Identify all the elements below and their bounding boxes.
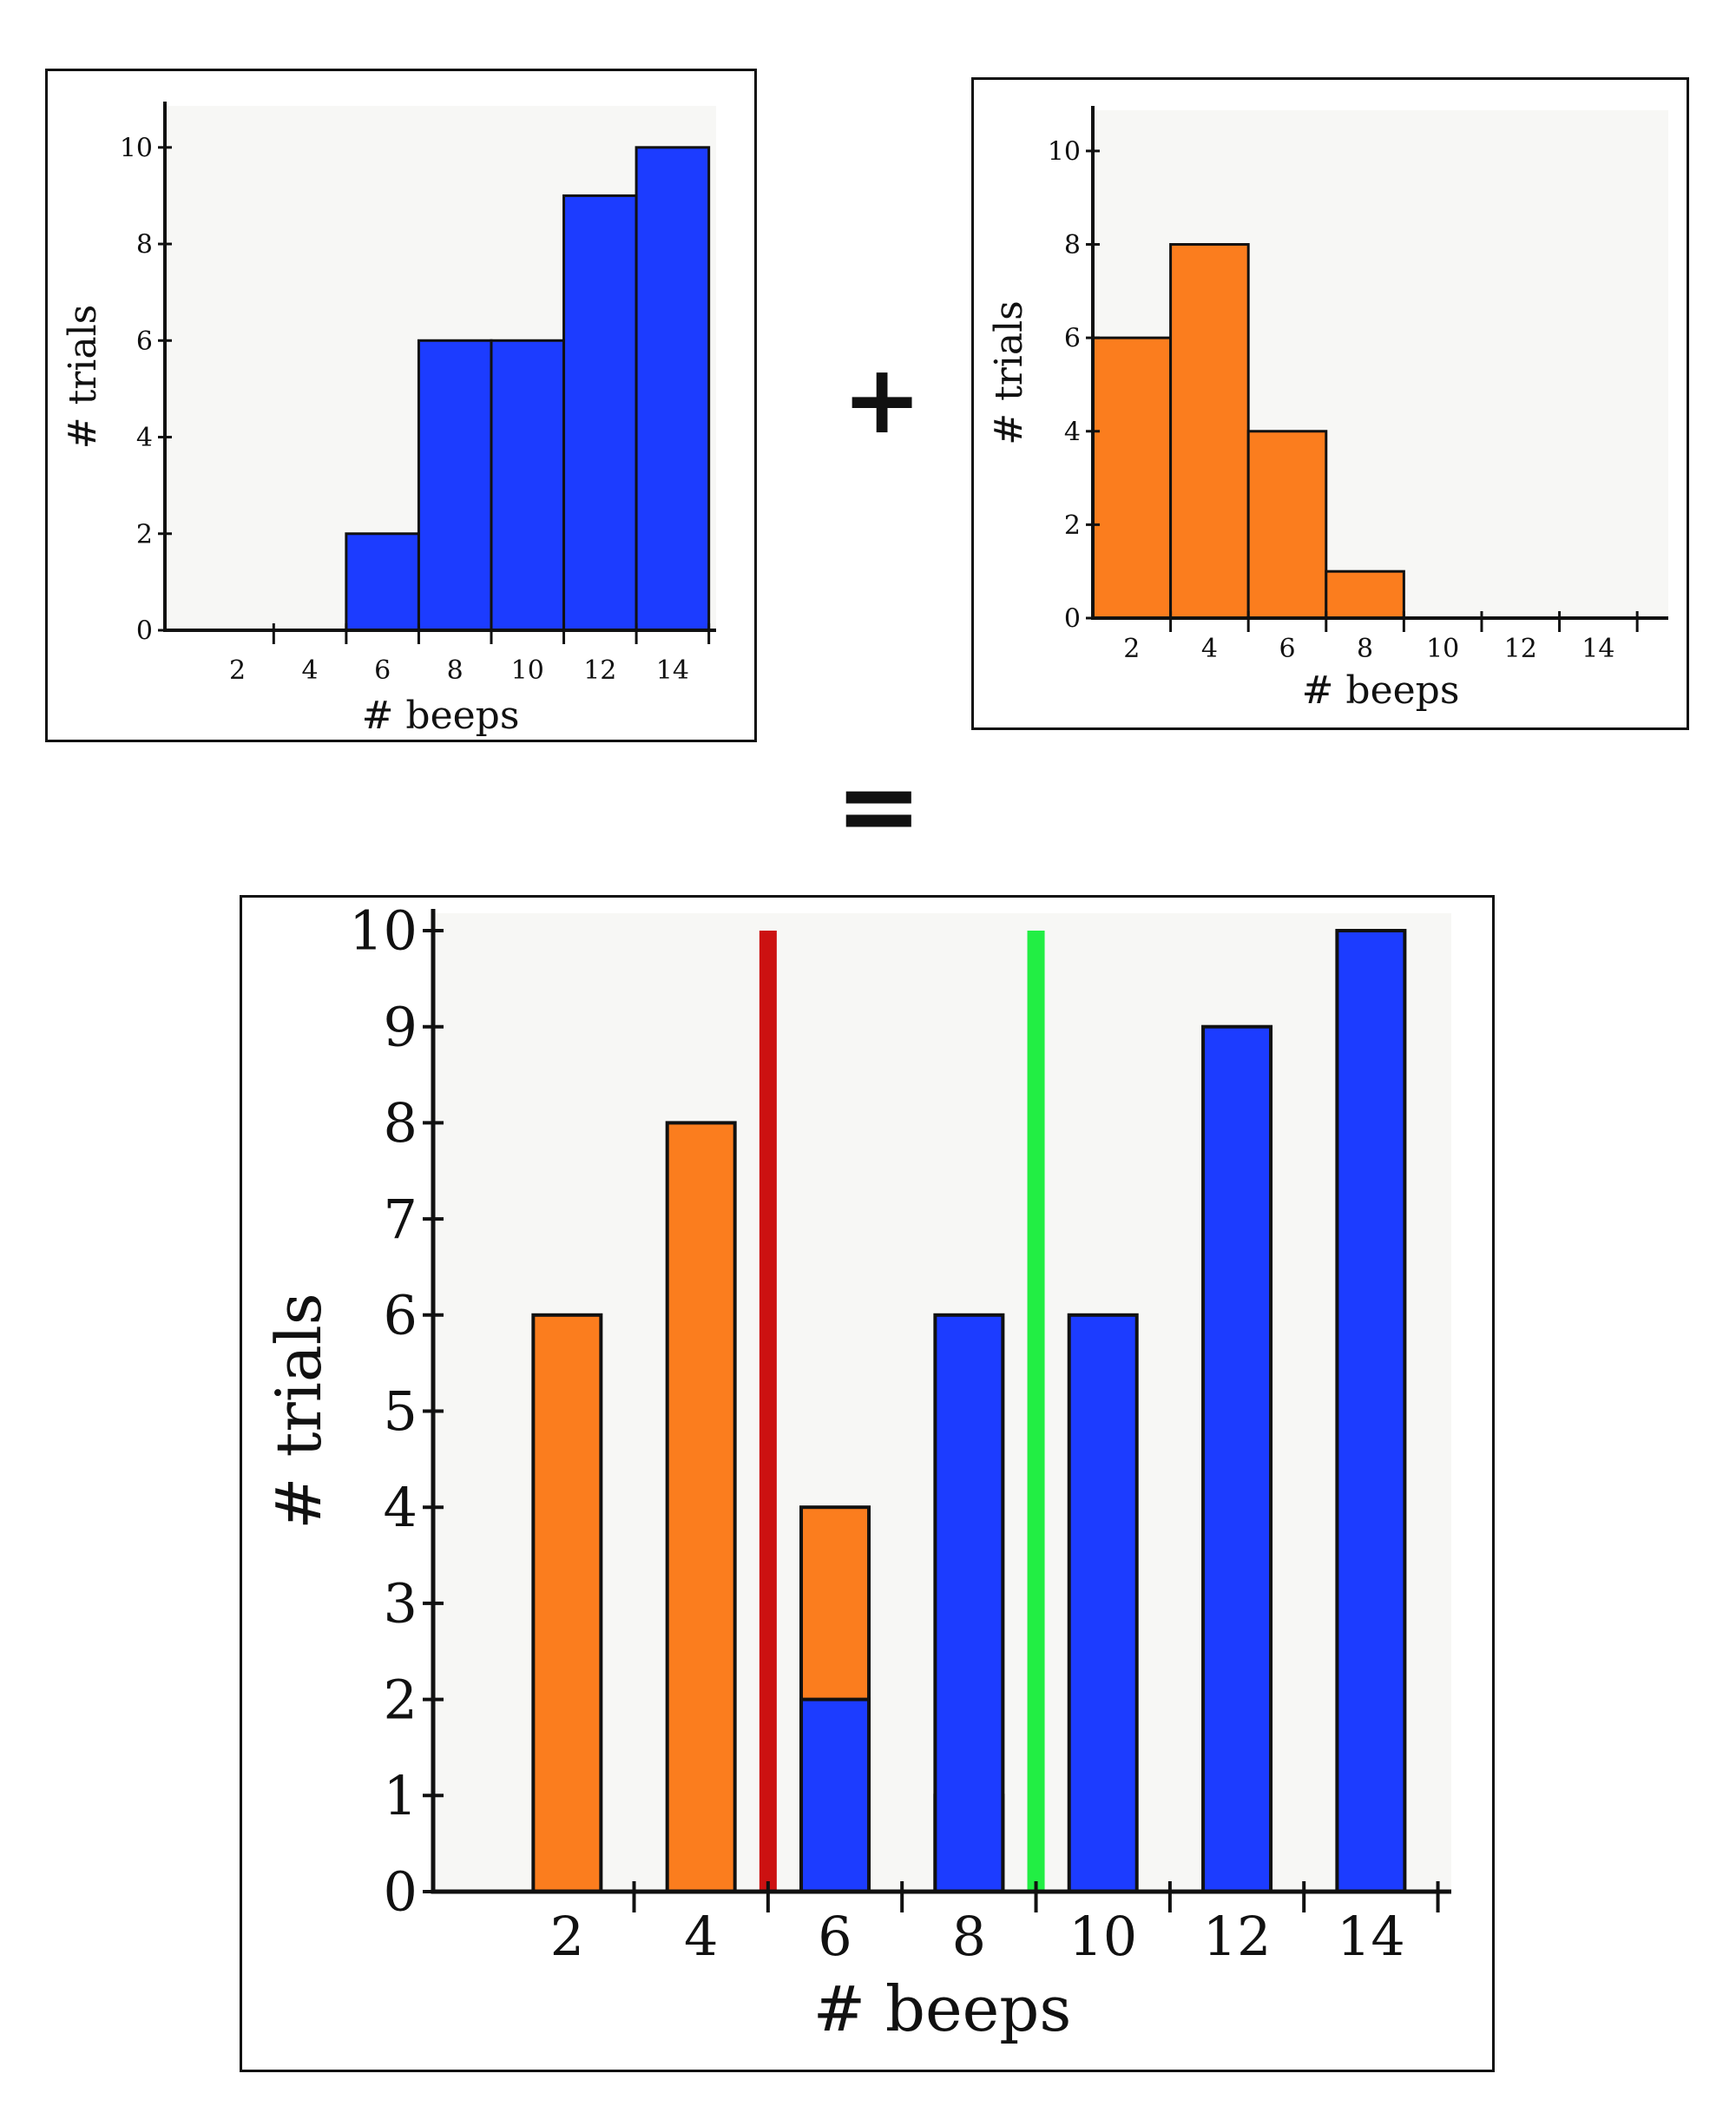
x-tick-label: 4 <box>684 1905 718 1968</box>
y-tick-label: 0 <box>384 1860 418 1924</box>
x-tick-label: 6 <box>374 655 391 686</box>
x-tick-label: 2 <box>550 1905 584 1968</box>
y-tick-label: 5 <box>384 1379 418 1443</box>
y-tick-label: 8 <box>136 230 153 260</box>
marker-line-green_line <box>1027 931 1045 1892</box>
y-tick-label: 6 <box>1064 324 1081 354</box>
x-tick-label: 14 <box>656 655 689 686</box>
x-tick-label: 12 <box>1203 1905 1272 1968</box>
x-tick-label: 8 <box>447 655 464 686</box>
bar-orange <box>531 1313 603 1893</box>
x-tick-label: 4 <box>1201 634 1218 664</box>
bar-orange <box>1246 430 1328 620</box>
bar-blue <box>799 1697 871 1893</box>
x-axis-label: # beeps <box>1302 668 1460 713</box>
x-tick-label: 12 <box>1504 634 1537 664</box>
y-tick-label: 10 <box>120 133 153 163</box>
bar-blue <box>345 532 420 632</box>
y-tick-label: 4 <box>1064 417 1081 447</box>
x-tick-label: 2 <box>1123 634 1140 664</box>
y-tick-label: 4 <box>136 423 153 453</box>
y-tick-label: 2 <box>1064 510 1081 541</box>
bar-orange <box>1169 243 1250 620</box>
y-tick-label: 7 <box>384 1188 418 1251</box>
y-tick-label: 6 <box>384 1284 418 1347</box>
bar-orange <box>1091 336 1173 620</box>
chart-svg-top-right: 0 2 4 6 8 10 2 4 6 8 10 12 14 # beeps # trials <box>987 106 1668 713</box>
y-tick-label: 8 <box>384 1091 418 1155</box>
equals-sign: = <box>835 747 923 867</box>
bar-blue <box>933 1313 1005 1893</box>
x-tick-label: 4 <box>302 655 319 686</box>
plus-sign: + <box>842 344 923 455</box>
y-axis-label: # trials <box>987 300 1031 445</box>
x-tick-label: 10 <box>1426 634 1459 664</box>
y-tick-label: 2 <box>136 519 153 550</box>
x-tick-label: 6 <box>818 1905 852 1968</box>
y-tick-label: 0 <box>136 616 153 647</box>
y-tick-label: 1 <box>384 1764 418 1827</box>
chart-panel-top-left: 0 2 4 6 8 10 2 4 6 8 10 12 14 # beeps # trials <box>45 69 757 742</box>
x-axis-label: # beeps <box>362 694 520 738</box>
x-tick-label: 8 <box>952 1905 986 1968</box>
bar-orange <box>1325 569 1405 620</box>
bar-blue <box>562 194 638 632</box>
x-tick-label: 6 <box>1279 634 1295 664</box>
y-tick-label: 3 <box>384 1572 418 1636</box>
chart-panel-bottom: 0 1 2 3 4 5 6 7 8 9 10 2 4 6 8 10 12 14 # beeps # trials <box>240 895 1495 2072</box>
y-tick-label: 10 <box>1048 136 1081 167</box>
marker-line-red_line <box>759 931 777 1892</box>
x-tick-label: 2 <box>229 655 246 686</box>
bar-blue <box>1201 1024 1273 1893</box>
bar-blue <box>490 339 566 632</box>
y-tick-label: 8 <box>1064 230 1081 260</box>
bar-orange <box>665 1121 737 1893</box>
bar-blue <box>1335 929 1407 1893</box>
bar-blue <box>417 339 493 632</box>
bar-blue <box>1067 1313 1139 1893</box>
bar-blue <box>635 146 711 632</box>
x-tick-label: 8 <box>1357 634 1373 664</box>
y-tick-label: 2 <box>384 1668 418 1731</box>
x-tick-label: 10 <box>511 655 544 686</box>
y-tick-label: 4 <box>384 1476 418 1539</box>
chart-panel-top-right: 0 2 4 6 8 10 2 4 6 8 10 12 14 # beeps # trials <box>971 77 1689 730</box>
y-tick-label: 0 <box>1064 604 1081 635</box>
x-tick-label: 14 <box>1581 634 1614 664</box>
x-axis-label: # beeps <box>813 1972 1072 2045</box>
y-axis-label: # trials <box>61 305 105 450</box>
x-tick-label: 12 <box>583 655 616 686</box>
y-axis-label: # trials <box>262 1293 335 1530</box>
y-tick-label: 6 <box>136 326 153 357</box>
y-tick-label: 9 <box>384 995 418 1058</box>
x-tick-label: 10 <box>1069 1905 1137 1968</box>
x-tick-label: 14 <box>1337 1905 1405 1968</box>
chart-svg-top-left: 0 2 4 6 8 10 2 4 6 8 10 12 14 # beeps # trials <box>61 102 716 738</box>
y-tick-label: 10 <box>349 899 418 963</box>
